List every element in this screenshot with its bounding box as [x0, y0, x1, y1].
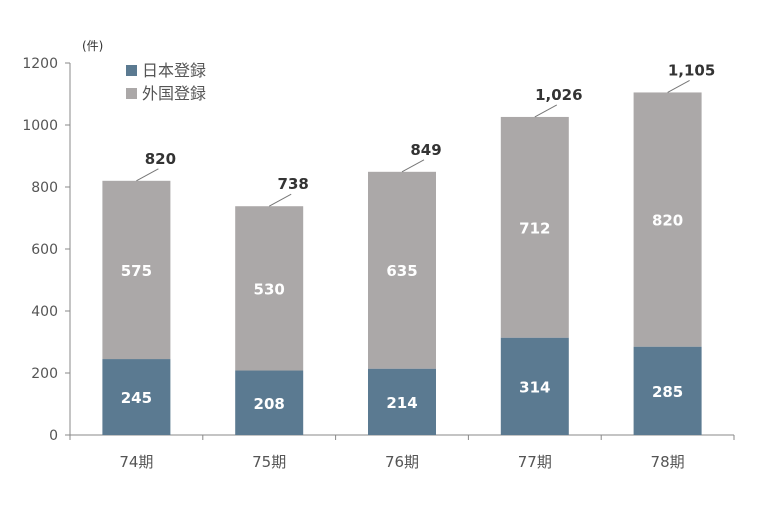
data-label: 530 [254, 280, 285, 298]
bar-segment [235, 370, 304, 435]
x-tick-label: 76期 [385, 453, 419, 471]
total-label: 1,026 [535, 86, 582, 104]
bar-segment [102, 180, 171, 360]
data-label: 820 [652, 212, 683, 230]
total-leader-line [401, 159, 425, 173]
total-leader-line [534, 104, 558, 118]
bar-segment [235, 206, 304, 371]
data-label: 635 [386, 262, 417, 280]
total-label: 820 [145, 150, 176, 168]
bar-segment [633, 346, 702, 435]
total-leader-line [667, 80, 690, 93]
legend-label: 日本登録 [142, 61, 206, 80]
y-tick-label: 0 [49, 428, 58, 444]
total-label: 738 [278, 175, 309, 193]
data-label: 285 [652, 383, 683, 401]
legend-label: 外国登録 [142, 84, 206, 103]
data-label: 712 [519, 219, 550, 237]
y-tick-label: 200 [31, 366, 58, 382]
total-label: 1,105 [668, 61, 715, 79]
bar-segment [102, 359, 171, 435]
data-label: 575 [121, 262, 152, 280]
x-tick-label: 74期 [119, 453, 153, 471]
axes: 0 200 400 600 800 1000 1200 74期 75期 76期 77期 78期 [22, 56, 735, 471]
bar-segment [633, 92, 702, 347]
data-label: 245 [121, 389, 152, 407]
x-tick-label: 78期 [651, 453, 685, 471]
data-label: 314 [519, 378, 550, 396]
bar-segment [368, 368, 436, 435]
bars [102, 92, 702, 435]
legend-swatch [126, 88, 137, 99]
legend-swatch [126, 65, 137, 76]
bar-segment [368, 171, 436, 369]
labels: 245 575 820 208 530 738 214 635 849 314 712 1,026 28… [121, 61, 716, 412]
x-tick-label: 75期 [252, 453, 286, 471]
y-tick-label: 600 [31, 242, 58, 258]
y-tick-label: 400 [31, 304, 58, 320]
bar-segment [500, 337, 569, 435]
y-tick-label: 1000 [22, 118, 58, 134]
bar-segment [500, 116, 569, 338]
y-tick-label: 1200 [22, 56, 58, 72]
data-label: 208 [254, 395, 285, 413]
data-label: 214 [386, 394, 417, 412]
x-tick-label: 77期 [518, 453, 552, 471]
total-leader-line [136, 168, 159, 182]
total-label: 849 [410, 141, 441, 159]
unit-label: (件) [82, 39, 103, 53]
total-leader-line [268, 193, 292, 207]
y-tick-label: 800 [31, 180, 58, 196]
